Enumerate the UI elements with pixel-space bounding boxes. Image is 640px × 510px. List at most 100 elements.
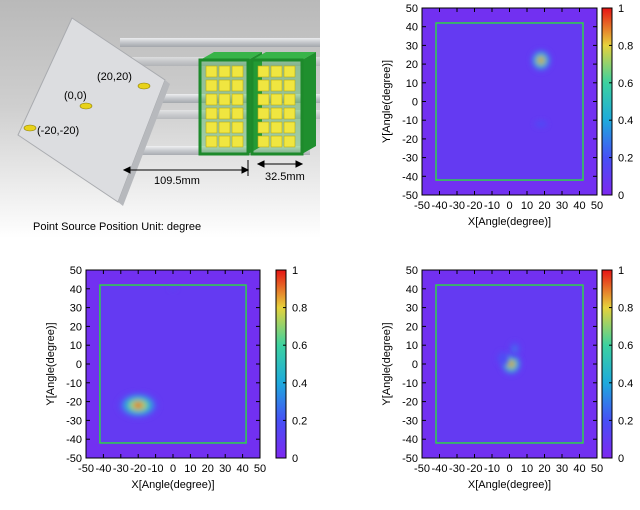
colorbar-tick-label: 0.6 [618,340,633,352]
y-tick-label: 10 [406,78,418,90]
x-tick-label: 20 [202,463,214,475]
y-tick-label: -20 [402,134,418,146]
heatmap-chart-1: -50 -40 -30 -20 -10 0 10 20 30 40 5050403020100-10… [381,3,633,228]
source-label-0-0: (0,0) [64,90,87,102]
y-tick-label: 50 [406,3,418,15]
y-axis-label: Y[Angle(degree)] [381,322,393,405]
x-tick-label: 20 [538,463,550,475]
x-tick-label: -20 [467,463,483,475]
colorbar-tick-label: 0.6 [292,340,307,352]
point-source-minus20-minus20 [23,124,37,132]
y-tick-label: -30 [402,415,418,427]
y-tick-label: -10 [402,378,418,390]
y-tick-label: -50 [66,453,82,465]
y-tick-label: 20 [70,321,82,333]
colorbar-tick-label: 0.2 [618,415,633,427]
y-tick-label: 10 [70,340,82,352]
x-tick-label: 10 [184,463,196,475]
diagram-caption: Point Source Position Unit: degree [33,221,201,233]
y-tick-label: -10 [66,378,82,390]
field-of-view [99,285,247,443]
x-tick-label: 10 [521,200,533,212]
source-label-20-20: (20,20) [97,71,132,83]
field-of-view [436,22,583,181]
x-tick-label: 50 [591,200,603,212]
x-tick-label: -10 [484,463,500,475]
y-tick-label: 0 [76,359,82,371]
y-tick-label: -20 [66,397,82,409]
setup-illustration: (20,20) (0,0) (-20,-20) 109.5mm 32.5mm P… [0,0,320,238]
x-tick-label: -50 [414,463,430,475]
y-tick-label: 30 [70,303,82,315]
hotspot-1 [530,49,552,72]
x-tick-label: -20 [130,463,146,475]
y-tick-label: 0 [412,359,418,371]
colorbar-tick-label: 0 [618,190,624,202]
detector-module-2 [250,52,316,156]
y-tick-label: 40 [406,22,418,34]
x-tick-label: 10 [521,463,533,475]
y-tick-label: -30 [66,415,82,427]
x-tick-label: -50 [78,463,94,475]
colorbar-tick-label: 0.8 [618,40,633,52]
y-tick-label: 50 [70,265,82,277]
y-tick-label: 20 [406,321,418,333]
y-tick-label: 0 [412,97,418,109]
source-label-minus20-minus20: (-20,-20) [37,125,79,137]
field-of-view-frame [99,284,247,444]
hotspot-3 [497,351,508,366]
x-tick-label: -30 [449,200,465,212]
heatmap-panel-3: -50 -40 -30 -20 -10 0 10 20 30 40 50 50 40 30 20 10 0 -10… [320,252,640,505]
colorbar-tick-label: 0 [292,453,298,465]
colorbar-tick-label: 0 [618,453,624,465]
hotspot-2 [509,341,521,357]
colorbar [601,269,613,459]
x-tick-label: 0 [506,463,512,475]
dimension-arrow-1 [122,160,250,176]
hotspot-1 [117,392,159,419]
point-source-0-0 [79,102,93,110]
x-axis-label: X[Angle(degree)] [468,216,551,228]
x-tick-label: -40 [432,200,448,212]
x-tick-label: -30 [449,463,465,475]
detector-module-1 [198,52,262,156]
x-tick-label: 40 [573,463,585,475]
y-axis-label: Y[Angle(degree)] [45,322,57,405]
colorbar [275,269,287,459]
y-tick-label: -30 [402,153,418,165]
x-tick-label: -20 [467,200,483,212]
colorbar [601,7,613,196]
hotspot-2 [534,120,548,128]
x-tick-label: 30 [556,200,568,212]
y-tick-label: -50 [402,190,418,202]
colorbar-tick-label: 0.6 [618,78,633,90]
heatmap-panel-1: -50 -40 -30 -20 -10 0 10 20 30 40 50 50 40 30 20 10 0 -10… [320,0,640,252]
y-tick-label: 50 [406,265,418,277]
colorbar-tick-label: 0.4 [618,115,633,127]
field-of-view-frame [435,284,584,444]
y-tick-label: -10 [402,115,418,127]
x-axis-label: X[Angle(degree)] [468,479,551,491]
y-tick-label: 10 [406,340,418,352]
colorbar-tick-label: 0.2 [618,153,633,165]
heatmap-panel-2: -50 -40 -30 -20 -10 0 10 20 30 40 50 50 40 30 20 10 0 -10… [0,252,320,505]
x-tick-label: -10 [484,200,500,212]
x-tick-label: 20 [538,200,550,212]
x-tick-label: 30 [219,463,231,475]
x-tick-label: 50 [591,463,603,475]
heatmap-chart-2: -50 -40 -30 -20 -10 0 10 20 30 40 5050403020100-10… [45,265,307,491]
colorbar-tick-label: 0.8 [618,303,633,315]
colorbar-tick-label: 1 [618,265,624,277]
setup-diagram: (20,20) (0,0) (-20,-20) 109.5mm 32.5mm P… [0,0,320,238]
y-tick-label: 40 [70,284,82,296]
colorbar-tick-label: 1 [292,265,298,277]
x-tick-label: 0 [506,200,512,212]
y-tick-label: -20 [402,397,418,409]
x-tick-label: -40 [95,463,111,475]
x-tick-label: -30 [113,463,129,475]
y-tick-label: 40 [406,284,418,296]
point-source-20-20 [137,82,151,90]
field-of-view-frame [435,22,584,181]
heatmap-chart-3: -50 -40 -30 -20 -10 0 10 20 30 40 5050403020100-10… [381,265,633,491]
dimension-arrow-2 [256,160,304,168]
